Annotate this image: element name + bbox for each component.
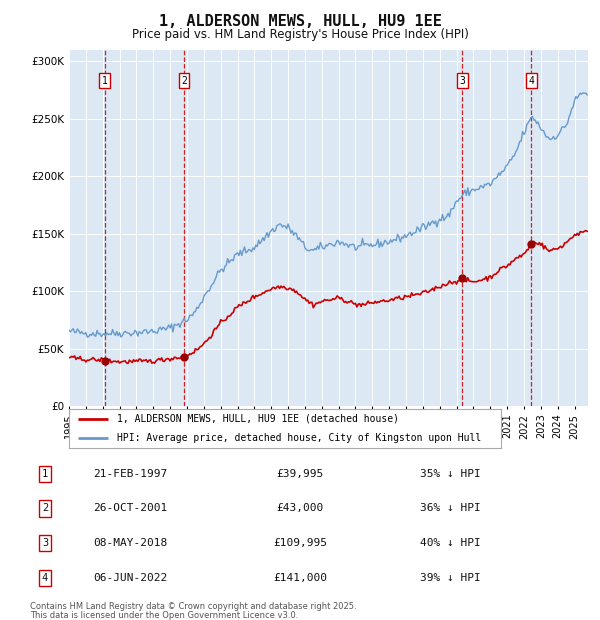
Text: 2: 2	[42, 503, 48, 513]
Text: 1: 1	[102, 76, 107, 86]
Text: 3: 3	[42, 538, 48, 548]
Text: Price paid vs. HM Land Registry's House Price Index (HPI): Price paid vs. HM Land Registry's House …	[131, 28, 469, 40]
Text: 26-OCT-2001: 26-OCT-2001	[93, 503, 167, 513]
Text: 06-JUN-2022: 06-JUN-2022	[93, 573, 167, 583]
Text: 39% ↓ HPI: 39% ↓ HPI	[420, 573, 481, 583]
Text: £141,000: £141,000	[273, 573, 327, 583]
Text: This data is licensed under the Open Government Licence v3.0.: This data is licensed under the Open Gov…	[30, 611, 298, 619]
Text: 21-FEB-1997: 21-FEB-1997	[93, 469, 167, 479]
Text: 4: 4	[42, 573, 48, 583]
Text: 1, ALDERSON MEWS, HULL, HU9 1EE (detached house): 1, ALDERSON MEWS, HULL, HU9 1EE (detache…	[116, 414, 398, 424]
Text: 3: 3	[460, 76, 466, 86]
Text: HPI: Average price, detached house, City of Kingston upon Hull: HPI: Average price, detached house, City…	[116, 433, 481, 443]
Text: 1: 1	[42, 469, 48, 479]
Text: 1, ALDERSON MEWS, HULL, HU9 1EE: 1, ALDERSON MEWS, HULL, HU9 1EE	[158, 14, 442, 29]
Text: 4: 4	[528, 76, 534, 86]
Text: 35% ↓ HPI: 35% ↓ HPI	[420, 469, 481, 479]
Text: Contains HM Land Registry data © Crown copyright and database right 2025.: Contains HM Land Registry data © Crown c…	[30, 602, 356, 611]
Text: 36% ↓ HPI: 36% ↓ HPI	[420, 503, 481, 513]
Text: 08-MAY-2018: 08-MAY-2018	[93, 538, 167, 548]
Text: £39,995: £39,995	[277, 469, 323, 479]
Text: 2: 2	[181, 76, 187, 86]
Text: 40% ↓ HPI: 40% ↓ HPI	[420, 538, 481, 548]
Text: £43,000: £43,000	[277, 503, 323, 513]
Text: £109,995: £109,995	[273, 538, 327, 548]
